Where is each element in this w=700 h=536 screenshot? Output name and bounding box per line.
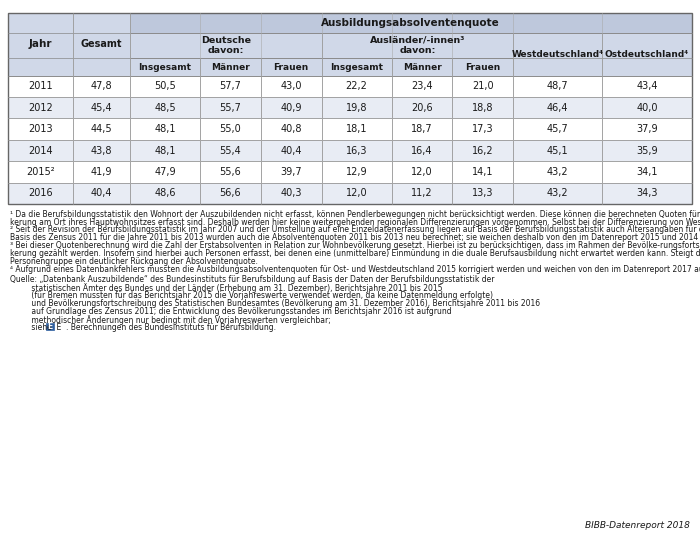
Text: 34,3: 34,3: [636, 189, 658, 198]
Text: Deutsche
davon:: Deutsche davon:: [201, 36, 251, 55]
Text: Quelle: „Datenbank Auszubildende“ des Bundesinstituts für Berufsbildung auf Basi: Quelle: „Datenbank Auszubildende“ des Bu…: [10, 275, 494, 284]
Text: 48,1: 48,1: [154, 124, 176, 134]
Text: 57,7: 57,7: [220, 81, 242, 91]
Text: 43,4: 43,4: [636, 81, 658, 91]
Text: 19,8: 19,8: [346, 103, 368, 113]
Text: 17,3: 17,3: [472, 124, 493, 134]
Text: Ausbildungsabsolventenquote: Ausbildungsabsolventenquote: [321, 18, 500, 28]
Text: 2016: 2016: [28, 189, 53, 198]
Text: 2011: 2011: [28, 81, 53, 91]
Text: 2015²: 2015²: [27, 167, 55, 177]
Text: Jahr: Jahr: [29, 40, 52, 49]
Text: 48,5: 48,5: [154, 103, 176, 113]
Text: 55,6: 55,6: [220, 167, 242, 177]
Text: ¹ Da die Berufsbildungsstatistik den Wohnort der Auszubildenden nicht erfasst, k: ¹ Da die Berufsbildungsstatistik den Woh…: [10, 210, 700, 219]
Text: 55,7: 55,7: [220, 103, 242, 113]
Text: ² Seit der Revision der Berufsbildungsstatistik im Jahr 2007 und der Umstellung : ² Seit der Revision der Berufsbildungsst…: [10, 226, 700, 234]
Text: 50,5: 50,5: [154, 81, 176, 91]
Text: 34,1: 34,1: [636, 167, 658, 177]
Text: 45,1: 45,1: [547, 146, 568, 155]
Text: 40,4: 40,4: [281, 146, 302, 155]
Text: kerung gezählt werden. Insofern sind hierbei auch Personen erfasst, bei denen ei: kerung gezählt werden. Insofern sind hie…: [10, 249, 700, 258]
Text: 22,2: 22,2: [346, 81, 368, 91]
Text: statistischen Ämter des Bundes und der Länder (Erhebung am 31. Dezember), Berich: statistischen Ämter des Bundes und der L…: [10, 283, 442, 293]
Text: Personengruppe ein deutlicher Rückgang der Absolventenquote.: Personengruppe ein deutlicher Rückgang d…: [10, 257, 258, 266]
Text: Westdeutschland⁴: Westdeutschland⁴: [512, 50, 604, 58]
Text: (für Bremen mussten für das Berichtsjahr 2015 die Vorjahreswerte verwendet werde: (für Bremen mussten für das Berichtsjahr…: [10, 291, 493, 300]
Text: Ausländer/-innen³
davon:: Ausländer/-innen³ davon:: [370, 36, 465, 55]
Text: Frauen: Frauen: [274, 63, 309, 71]
Text: 48,7: 48,7: [547, 81, 568, 91]
Text: Insgesamt: Insgesamt: [330, 63, 383, 71]
Text: 45,7: 45,7: [547, 124, 568, 134]
Text: 41,9: 41,9: [90, 167, 112, 177]
Text: 56,6: 56,6: [220, 189, 242, 198]
Text: Frauen: Frauen: [466, 63, 500, 71]
Text: 13,3: 13,3: [472, 189, 493, 198]
Text: Männer: Männer: [211, 63, 250, 71]
Text: 18,8: 18,8: [472, 103, 493, 113]
Text: Ostdeutschland⁴: Ostdeutschland⁴: [605, 50, 689, 58]
Text: kerung am Ort ihres Hauptwohnsitzes erfasst sind. Deshalb werden hier keine weit: kerung am Ort ihres Hauptwohnsitzes erfa…: [10, 218, 700, 227]
Text: 16,4: 16,4: [412, 146, 433, 155]
Text: 47,9: 47,9: [154, 167, 176, 177]
Text: und Bevölkerungsfortschreibung des Statistischen Bundesamtes (Bevölkerung am 31.: und Bevölkerungsfortschreibung des Stati…: [10, 299, 540, 308]
Text: 2014: 2014: [28, 146, 53, 155]
Text: 40,9: 40,9: [281, 103, 302, 113]
Text: 37,9: 37,9: [636, 124, 658, 134]
Text: 55,4: 55,4: [220, 146, 242, 155]
Text: 45,4: 45,4: [90, 103, 112, 113]
Text: 18,1: 18,1: [346, 124, 368, 134]
Text: E: E: [47, 322, 52, 331]
Text: 18,7: 18,7: [412, 124, 433, 134]
Text: 40,3: 40,3: [281, 189, 302, 198]
Text: 40,0: 40,0: [636, 103, 658, 113]
Text: 43,8: 43,8: [90, 146, 112, 155]
Text: 40,4: 40,4: [90, 189, 112, 198]
Text: 55,0: 55,0: [220, 124, 242, 134]
Text: 23,4: 23,4: [412, 81, 433, 91]
Text: 2013: 2013: [28, 124, 53, 134]
Text: BIBB-Datenreport 2018: BIBB-Datenreport 2018: [585, 520, 690, 530]
Text: 40,8: 40,8: [281, 124, 302, 134]
Text: 2012: 2012: [28, 103, 53, 113]
Text: 20,6: 20,6: [412, 103, 433, 113]
Text: 11,2: 11,2: [412, 189, 433, 198]
Text: 16,2: 16,2: [472, 146, 493, 155]
Text: Gesamt: Gesamt: [80, 40, 122, 49]
Text: 12,0: 12,0: [412, 167, 433, 177]
Text: 43,2: 43,2: [547, 189, 568, 198]
Text: 44,5: 44,5: [90, 124, 112, 134]
Text: 16,3: 16,3: [346, 146, 368, 155]
Text: 48,1: 48,1: [154, 146, 176, 155]
Text: 39,7: 39,7: [281, 167, 302, 177]
Text: 12,0: 12,0: [346, 189, 368, 198]
Text: siehe  E  . Berechnungen des Bundesinstituts für Berufsbildung.: siehe E . Berechnungen des Bundesinstitu…: [10, 323, 276, 332]
Text: Basis des Zensus 2011 für die Jahre 2011 bis 2013 wurden auch die Absolventenquo: Basis des Zensus 2011 für die Jahre 2011…: [10, 233, 700, 242]
Text: 43,2: 43,2: [547, 167, 568, 177]
Text: Männer: Männer: [402, 63, 442, 71]
Text: 35,9: 35,9: [636, 146, 658, 155]
Text: ⁴ Aufgrund eines Datenbankfehlers mussten die Ausbildungsabsolventenquoten für O: ⁴ Aufgrund eines Datenbankfehlers musste…: [10, 265, 700, 274]
Text: auf Grundlage des Zensus 2011; die Entwicklung des Bevölkerungsstandes im Berich: auf Grundlage des Zensus 2011; die Entwi…: [10, 307, 452, 316]
Text: 46,4: 46,4: [547, 103, 568, 113]
Text: methodischer Änderungen nur bedingt mit den Vorjahreswerten vergleichbar;: methodischer Änderungen nur bedingt mit …: [10, 315, 330, 325]
Text: 21,0: 21,0: [472, 81, 493, 91]
Text: 48,6: 48,6: [154, 189, 176, 198]
Text: Insgesamt: Insgesamt: [139, 63, 192, 71]
Text: 14,1: 14,1: [472, 167, 493, 177]
Text: ³ Bei dieser Quotenberechnung wird die Zahl der Erstabsolventen in Relation zur : ³ Bei dieser Quotenberechnung wird die Z…: [10, 241, 700, 250]
Text: 47,8: 47,8: [90, 81, 112, 91]
Text: 12,9: 12,9: [346, 167, 368, 177]
Text: 43,0: 43,0: [281, 81, 302, 91]
